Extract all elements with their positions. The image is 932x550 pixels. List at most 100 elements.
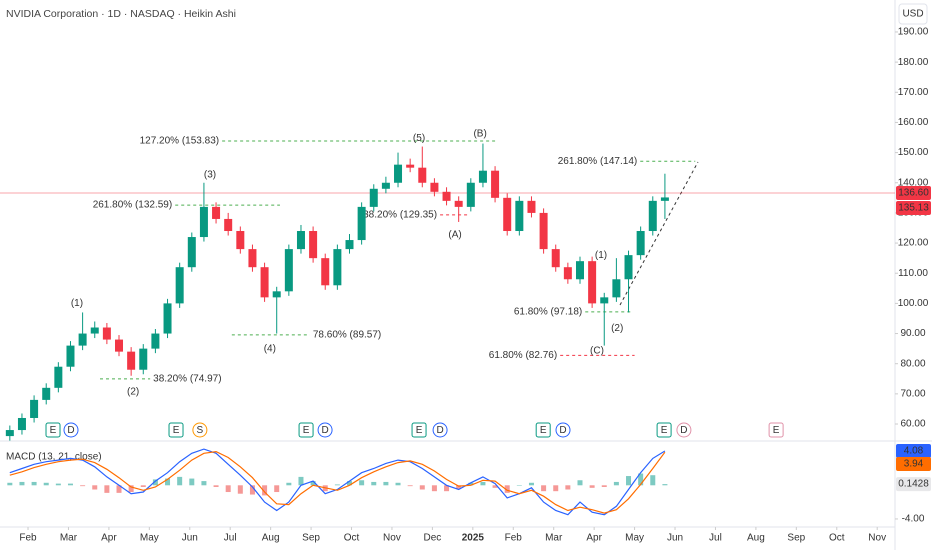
macd-histogram-bar <box>104 485 110 493</box>
event-label[interactable]: D <box>67 425 74 436</box>
event-label[interactable]: E <box>173 425 180 436</box>
candle-body <box>30 399 39 418</box>
macd-histogram-bar <box>286 482 292 486</box>
macd-histogram-bar <box>553 485 559 492</box>
candle-body <box>406 164 415 168</box>
macd-histogram-bar <box>165 478 171 486</box>
x-tick-label: Apr <box>101 533 117 544</box>
candle-body <box>588 261 597 304</box>
candle-body <box>442 191 451 201</box>
event-label[interactable]: E <box>303 425 310 436</box>
event-label[interactable]: E <box>540 425 547 436</box>
fib-label: 61.80% (82.76) <box>489 350 557 361</box>
price-label-box <box>896 201 931 216</box>
macd-histogram-bar <box>444 485 450 492</box>
event-label[interactable]: D <box>680 425 687 436</box>
event-label[interactable]: E <box>773 425 780 436</box>
currency-button[interactable] <box>898 3 928 25</box>
event-icon[interactable] <box>298 422 314 438</box>
event-icon[interactable] <box>555 422 571 438</box>
candle-body <box>612 279 621 298</box>
wave-label: (4) <box>264 344 276 355</box>
macd-histogram-bar <box>541 485 547 492</box>
fib-label: 261.80% (132.59) <box>93 200 173 211</box>
x-tick-label: Feb <box>19 533 37 544</box>
candle-body <box>212 206 221 219</box>
event-label[interactable]: E <box>416 425 423 436</box>
event-label[interactable]: D <box>436 425 443 436</box>
event-icon[interactable] <box>168 422 184 438</box>
macd-histogram-bar <box>237 485 243 494</box>
x-tick-label: Nov <box>383 533 401 544</box>
y-tick-label: -4.00 <box>902 514 925 525</box>
macd-histogram-bar <box>456 485 462 489</box>
x-tick-label: Jun <box>667 533 683 544</box>
wave-label: (B) <box>473 129 486 140</box>
event-label[interactable]: S <box>197 425 204 436</box>
event-icon[interactable] <box>676 422 692 438</box>
macd-histogram-bar <box>262 485 268 496</box>
macd-histogram-bar <box>116 485 122 493</box>
macd-histogram-bar <box>359 480 365 486</box>
candle-body <box>503 197 512 232</box>
currency-label[interactable]: USD <box>902 9 923 20</box>
fib-label: 127.20% (153.83) <box>140 136 220 147</box>
y-tick-label: 70.00 <box>900 388 925 399</box>
y-tick-label: 100.00 <box>898 298 929 309</box>
event-icon[interactable] <box>411 422 427 438</box>
candle-body <box>90 327 99 334</box>
candle-body <box>102 327 111 340</box>
candle-body <box>139 348 148 370</box>
macd-histogram-bar <box>92 485 98 490</box>
event-icon[interactable] <box>535 422 551 438</box>
event-icon[interactable] <box>317 422 333 438</box>
macd-histogram-bar <box>407 485 413 487</box>
macd-histogram-bar <box>347 481 353 486</box>
event-icon[interactable] <box>63 422 79 438</box>
event-label[interactable]: D <box>321 425 328 436</box>
event-label[interactable]: D <box>559 425 566 436</box>
wave-label: (5) <box>413 133 425 144</box>
event-label[interactable]: E <box>661 425 668 436</box>
x-tick-label: Sep <box>302 533 320 544</box>
event-icon[interactable] <box>656 422 672 438</box>
y-tick-label: 150.00 <box>898 147 929 158</box>
event-label[interactable]: E <box>50 425 57 436</box>
x-tick-label: May <box>625 533 644 544</box>
x-tick-label: Apr <box>586 533 602 544</box>
candle-body <box>418 167 427 183</box>
x-tick-label: Aug <box>747 533 765 544</box>
macd-histogram-bar <box>565 485 571 490</box>
candle-body <box>575 261 584 280</box>
candle-body <box>600 297 609 304</box>
y-tick-label: 60.00 <box>900 419 925 430</box>
x-tick-label: Jun <box>182 533 198 544</box>
event-icon[interactable] <box>45 422 61 438</box>
candle-body <box>515 200 524 232</box>
macd-histogram-bar <box>577 480 583 486</box>
macd-histogram-bar <box>480 481 486 486</box>
event-icon[interactable] <box>432 422 448 438</box>
macd-histogram-bar <box>371 481 377 486</box>
fib-label: 38.20% (129.35) <box>363 210 437 221</box>
macd-histogram-bar <box>383 481 389 486</box>
macd-histogram-bar <box>213 485 219 487</box>
candle-body <box>54 366 63 388</box>
event-icon[interactable] <box>768 422 784 438</box>
price-label: 4.08 <box>904 446 924 457</box>
x-tick-label: Oct <box>829 533 845 544</box>
candle-body <box>369 188 378 207</box>
price-label-box <box>896 477 931 492</box>
event-icon[interactable] <box>192 422 208 438</box>
macd-histogram-bar <box>225 485 231 493</box>
candle-body <box>199 206 208 238</box>
wave-label: (2) <box>611 323 623 334</box>
y-tick-label: 140.00 <box>898 177 929 188</box>
macd-histogram-bar <box>55 483 61 486</box>
macd-histogram-bar <box>589 485 595 488</box>
y-tick-label: 180.00 <box>898 57 929 68</box>
macd-histogram-bar <box>19 481 25 486</box>
x-tick-label: Aug <box>262 533 280 544</box>
fib-label: 78.60% (89.57) <box>313 329 381 340</box>
